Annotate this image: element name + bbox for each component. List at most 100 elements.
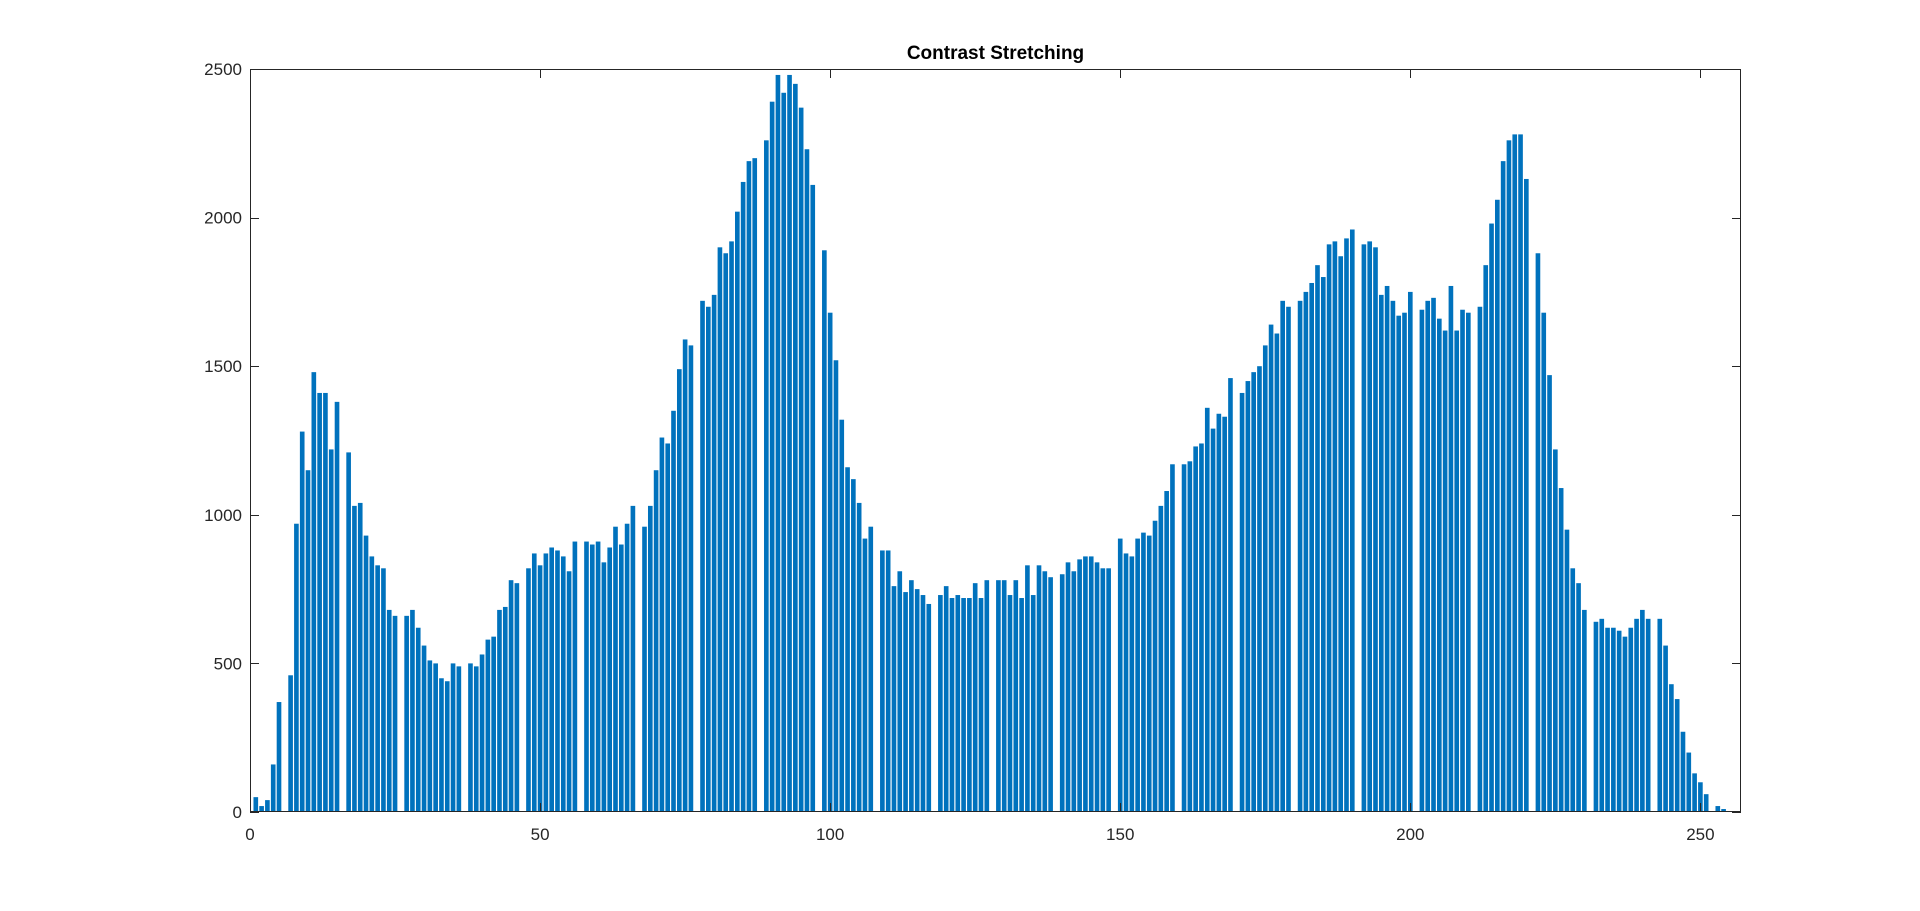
- histogram-bar: [1268, 324, 1274, 812]
- y-tick-label: 1500: [204, 357, 242, 376]
- histogram-bar: [996, 580, 1001, 812]
- histogram-bar: [1315, 265, 1320, 812]
- histogram-bar: [880, 550, 885, 812]
- histogram-bar: [1123, 553, 1129, 812]
- histogram-bar: [700, 300, 705, 812]
- x-tick-label: 0: [245, 825, 254, 844]
- histogram-bar: [1454, 330, 1460, 812]
- histogram-bar: [764, 140, 769, 812]
- histogram-bar: [1019, 598, 1024, 812]
- y-tick-label: 1000: [204, 506, 242, 525]
- histogram-bar: [1025, 565, 1030, 812]
- histogram-bar: [584, 541, 589, 812]
- histogram-bar: [914, 589, 920, 812]
- histogram-bar: [1036, 565, 1042, 812]
- histogram-bar: [1071, 571, 1077, 812]
- histogram-bar: [1303, 291, 1309, 812]
- histogram-bar: [659, 437, 665, 812]
- histogram-bar: [1564, 529, 1570, 812]
- histogram-bar: [299, 431, 305, 812]
- histogram-bar: [1674, 699, 1680, 812]
- histogram-bar: [1402, 312, 1407, 812]
- histogram-bar: [723, 253, 729, 812]
- histogram-bar: [1361, 244, 1367, 813]
- histogram-bar: [856, 502, 862, 812]
- histogram-bar: [566, 571, 572, 812]
- histogram-bar: [1367, 241, 1373, 812]
- histogram-bar: [317, 392, 322, 812]
- y-tick-label: 2500: [204, 60, 242, 79]
- histogram-bar: [717, 247, 723, 812]
- x-tick-label: 50: [531, 825, 550, 844]
- histogram-bar: [305, 470, 311, 812]
- histogram-bar: [1297, 300, 1303, 812]
- histogram-bar: [1442, 330, 1448, 812]
- histogram-bar: [909, 580, 914, 812]
- histogram-bar: [601, 562, 607, 812]
- histogram-bar: [769, 101, 775, 812]
- histogram-bar: [1007, 595, 1013, 812]
- histogram-bar: [1042, 571, 1048, 812]
- histogram-bar: [572, 541, 578, 812]
- bar-series: [253, 74, 1726, 813]
- histogram-bar: [1030, 595, 1036, 812]
- histogram-bar: [862, 538, 868, 812]
- histogram-bar: [1541, 312, 1547, 812]
- histogram-bar: [653, 470, 659, 812]
- histogram-bar: [1547, 375, 1552, 812]
- histogram-bar: [1576, 583, 1581, 812]
- histogram-bar: [1645, 618, 1651, 812]
- histogram-bar: [508, 580, 514, 812]
- histogram-bar: [1634, 618, 1639, 812]
- x-tick-label: 150: [1106, 825, 1134, 844]
- histogram-bar: [1407, 291, 1413, 812]
- histogram-bar: [1170, 464, 1175, 812]
- histogram-bar: [526, 568, 531, 812]
- histogram-bar: [1373, 247, 1378, 812]
- histogram-bar: [1262, 345, 1268, 812]
- histogram-bar: [1640, 609, 1645, 812]
- histogram-bar: [1477, 306, 1483, 812]
- histogram-bar: [1663, 645, 1668, 812]
- histogram-bar: [549, 547, 554, 812]
- histogram-bar: [1628, 627, 1634, 812]
- histogram-bar: [897, 571, 903, 812]
- histogram-bar: [1152, 520, 1158, 812]
- histogram-bar: [978, 598, 984, 812]
- histogram-bar: [1425, 300, 1431, 812]
- histogram-bar: [595, 541, 601, 812]
- histogram-bar: [984, 580, 990, 812]
- histogram-bar: [404, 615, 409, 812]
- histogram-bar: [613, 526, 618, 812]
- histogram-bar: [439, 678, 444, 812]
- histogram-bar: [1181, 464, 1187, 812]
- histogram-bar: [1199, 443, 1204, 812]
- histogram-bar: [851, 479, 856, 812]
- histogram-bar: [1384, 285, 1390, 813]
- histogram-bar: [421, 645, 427, 812]
- histogram-bar: [682, 339, 688, 812]
- histogram-bar: [415, 627, 421, 812]
- histogram-bar: [810, 184, 816, 812]
- histogram-bar: [822, 250, 827, 813]
- histogram-bar: [1077, 559, 1082, 812]
- x-tick-label: 250: [1686, 825, 1714, 844]
- histogram-bar: [1495, 199, 1500, 812]
- histogram-bar: [1593, 621, 1599, 812]
- histogram-bar: [270, 764, 276, 812]
- histogram-bar: [1257, 366, 1262, 812]
- histogram-bar: [1239, 392, 1245, 812]
- histogram-bar: [514, 583, 520, 812]
- histogram-bar: [1088, 556, 1094, 812]
- histogram-bar: [1431, 297, 1436, 813]
- histogram-bar: [1553, 449, 1558, 812]
- histogram-bar: [1692, 773, 1697, 812]
- histogram-bar: [468, 663, 473, 812]
- histogram-bar: [1535, 253, 1541, 812]
- histogram-bar: [1599, 618, 1605, 812]
- histogram-bar: [781, 92, 787, 812]
- histogram-bar: [1251, 372, 1256, 812]
- histogram-bar: [793, 83, 798, 813]
- histogram-bar: [1558, 488, 1564, 812]
